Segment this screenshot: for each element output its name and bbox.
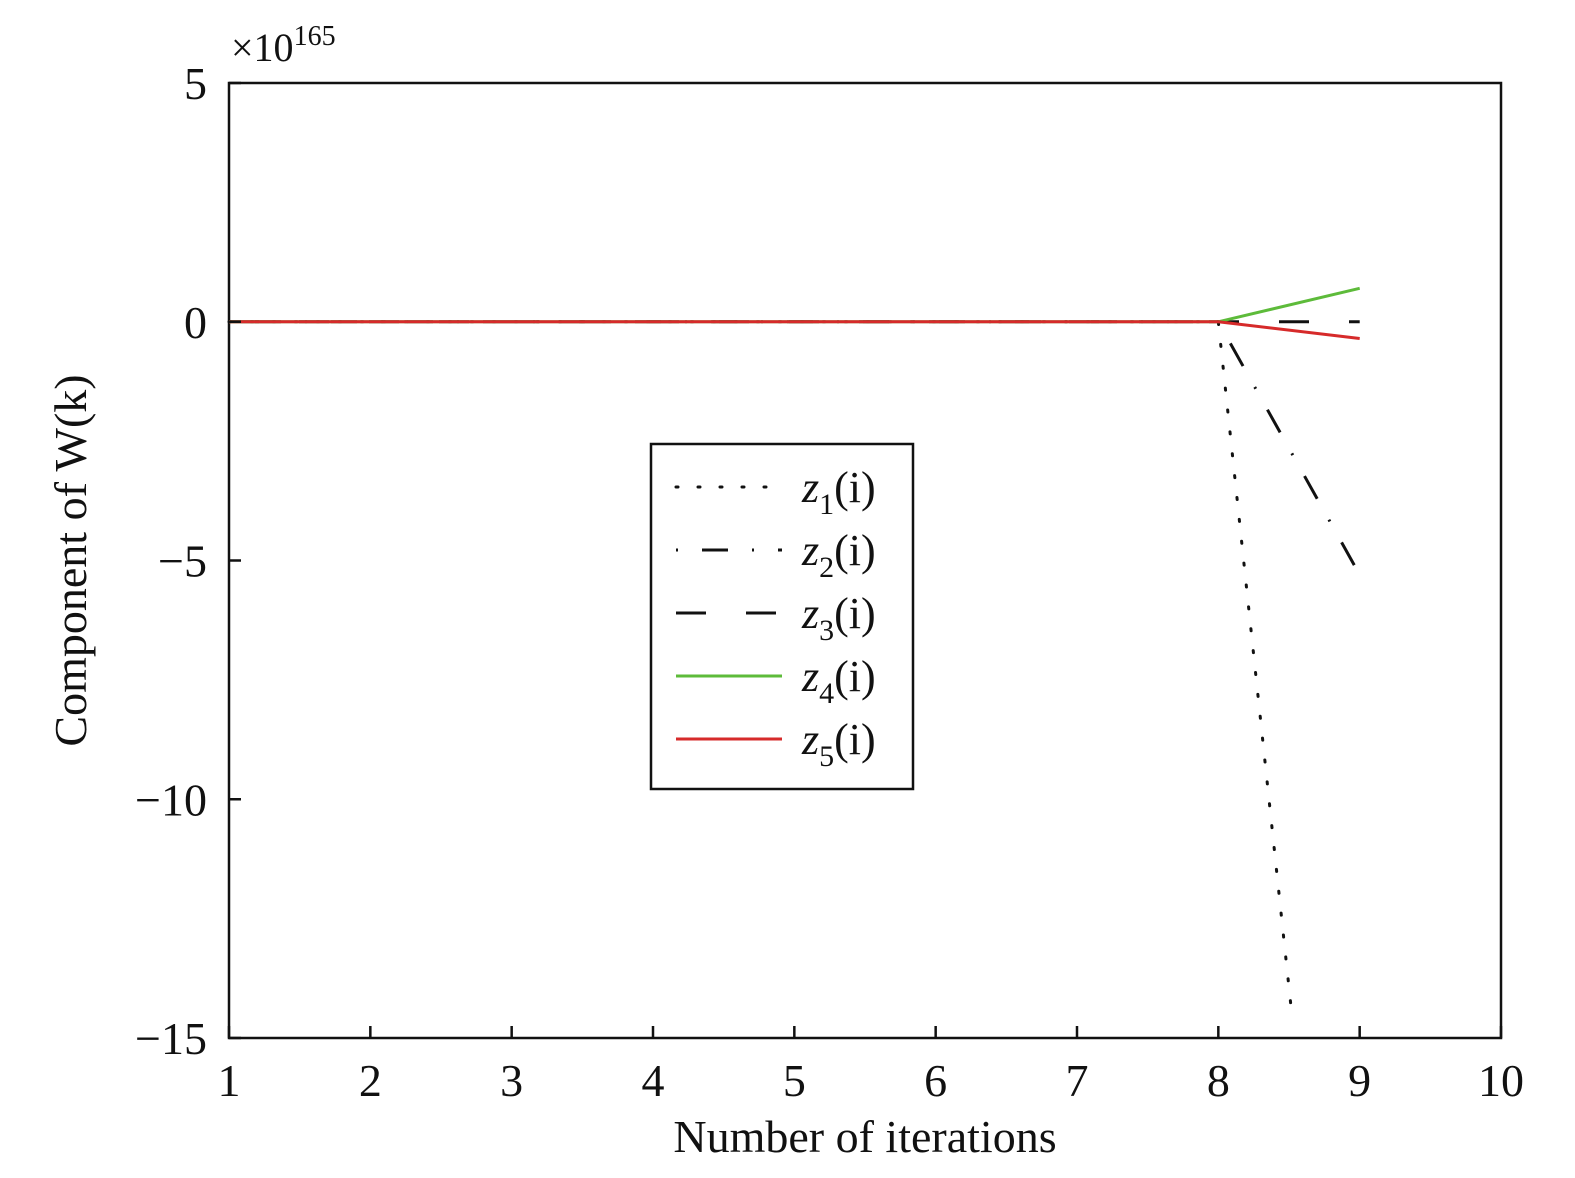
x-tick-label: 5 bbox=[783, 1055, 806, 1106]
y-tick-label: −15 bbox=[135, 1013, 207, 1064]
legend-label-base: z bbox=[801, 526, 819, 575]
x-tick-label: 9 bbox=[1348, 1055, 1371, 1106]
legend-box bbox=[649, 442, 915, 791]
axes-layer: 1 2 3 4 5 6 7 8 9 10 5 0 −5 −10 −15 ×10165 Number of ite… bbox=[45, 21, 1524, 1162]
legend-label-argument: (i) bbox=[834, 463, 876, 512]
y-axis-multiplier: ×10165 bbox=[231, 21, 336, 70]
x-tick-label: 6 bbox=[924, 1055, 947, 1106]
legend-label-subscript: 3 bbox=[819, 614, 834, 647]
series-line-z5 bbox=[229, 320, 1360, 340]
y-tick-label: −5 bbox=[158, 536, 207, 587]
legend-label-z1: z1(i) bbox=[801, 463, 876, 521]
y-axis-title: Component of W(k) bbox=[45, 374, 96, 746]
x-tick-label: 3 bbox=[500, 1055, 523, 1106]
legend-label-z2: z2(i) bbox=[801, 526, 876, 584]
y-axis-multiplier-base: ×10 bbox=[231, 25, 294, 70]
legend-label-argument: (i) bbox=[834, 715, 876, 764]
legend-label-subscript: 5 bbox=[819, 740, 834, 773]
x-tick-label: 1 bbox=[218, 1055, 241, 1106]
x-tick-label: 10 bbox=[1478, 1055, 1524, 1106]
legend-label-base: z bbox=[801, 715, 819, 764]
legend: z1(i)z2(i)z3(i)z4(i)z5(i) bbox=[649, 442, 915, 791]
legend-label-base: z bbox=[801, 463, 819, 512]
legend-label-argument: (i) bbox=[834, 526, 876, 575]
x-tick-label: 4 bbox=[642, 1055, 665, 1106]
legend-label-base: z bbox=[801, 652, 819, 701]
y-tick-label: 5 bbox=[184, 58, 207, 109]
legend-label-z4: z4(i) bbox=[801, 652, 876, 710]
legend-label-base: z bbox=[801, 589, 819, 638]
legend-label-argument: (i) bbox=[834, 652, 876, 701]
x-axis-title: Number of iterations bbox=[673, 1111, 1056, 1162]
series-layer bbox=[227, 286, 1362, 1016]
x-tick-label: 7 bbox=[1066, 1055, 1089, 1106]
legend-label-argument: (i) bbox=[834, 589, 876, 638]
legend-label-z5: z5(i) bbox=[801, 715, 876, 773]
series-line-z4 bbox=[229, 286, 1361, 324]
legend-label-z3: z3(i) bbox=[801, 589, 876, 647]
y-tick-label: 0 bbox=[184, 297, 207, 348]
y-axis-multiplier-exponent: 165 bbox=[294, 21, 336, 52]
legend-label-subscript: 2 bbox=[819, 551, 834, 584]
legend-label-subscript: 1 bbox=[819, 488, 834, 521]
y-tick-label: −10 bbox=[135, 774, 207, 825]
legend-label-subscript: 4 bbox=[819, 677, 834, 710]
x-tick-label: 8 bbox=[1207, 1055, 1230, 1106]
x-tick-label: 2 bbox=[359, 1055, 382, 1106]
